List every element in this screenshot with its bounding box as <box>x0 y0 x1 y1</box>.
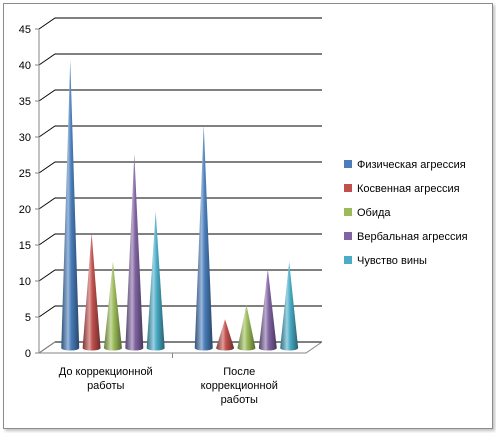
gridline <box>38 89 322 102</box>
y-tick-label: 30 <box>19 132 31 144</box>
cone-body <box>216 319 235 351</box>
gridline <box>38 341 322 354</box>
cone-body <box>125 153 144 351</box>
legend-swatch <box>344 232 352 240</box>
legend-label: Физическая агрессия <box>357 159 466 171</box>
gridline <box>38 197 322 210</box>
legend-swatch <box>344 256 352 264</box>
legend-label: Чувство вины <box>357 255 427 267</box>
cone <box>82 232 101 351</box>
cone <box>258 268 277 351</box>
cone-body <box>146 211 165 351</box>
chart-svg: 0 5 10 15 20 25 30 35 40 45 До коррекционной работ… <box>19 17 468 406</box>
cone <box>103 261 122 351</box>
y-tick-label: 0 <box>25 348 31 360</box>
y-tick-label: 20 <box>19 204 31 216</box>
cone <box>61 60 80 351</box>
gridline <box>38 17 322 30</box>
y-tick-label: 40 <box>19 60 31 72</box>
legend-label: Обида <box>357 207 391 219</box>
y-tick-label: 45 <box>19 24 31 36</box>
x-axis <box>39 341 323 354</box>
cone <box>146 211 165 351</box>
cone-body <box>258 268 277 351</box>
gridline <box>38 125 322 138</box>
legend-label: Косвенная агрессия <box>357 183 460 195</box>
cone <box>216 319 235 351</box>
cone <box>280 261 299 351</box>
cone-body <box>61 60 80 351</box>
chart-frame: 0 5 10 15 20 25 30 35 40 45 До коррекционной работ… <box>3 3 493 429</box>
y-tick-label: 25 <box>19 168 31 180</box>
axes <box>35 28 323 358</box>
gridline <box>38 233 322 246</box>
legend: Физическая агрессия Косвенная агрессия Оби… <box>344 159 468 267</box>
chart-walls <box>39 18 55 353</box>
cone <box>194 124 213 351</box>
y-tick-label: 35 <box>19 96 31 108</box>
cone-body <box>82 232 101 351</box>
y-tick-label: 15 <box>19 240 31 252</box>
gridline <box>38 161 322 174</box>
y-tick-label: 5 <box>25 312 31 324</box>
cone-body <box>103 261 122 351</box>
floor-edge <box>38 341 56 354</box>
side-wall <box>39 18 55 353</box>
legend-item: Вербальная агрессия <box>344 231 468 243</box>
cone <box>237 304 256 351</box>
cone-body <box>194 124 213 351</box>
y-tick-labels: 0 5 10 15 20 25 30 35 40 45 <box>19 24 31 360</box>
legend-item: Чувство вины <box>344 255 427 267</box>
y-tick-label: 10 <box>19 276 31 288</box>
gridline <box>38 269 322 282</box>
legend-swatch <box>344 208 352 216</box>
gridlines <box>38 17 322 354</box>
cone <box>125 153 144 351</box>
legend-swatch <box>344 160 352 168</box>
cones <box>61 60 299 351</box>
gridline <box>38 305 322 318</box>
legend-swatch <box>344 184 352 192</box>
legend-label: Вербальная агрессия <box>357 231 468 243</box>
x-category-label: После коррекционной работы <box>201 366 278 406</box>
legend-item: Физическая агрессия <box>344 159 466 171</box>
cone-body <box>237 304 256 351</box>
x-category-labels: До коррекционной работы После коррекционной… <box>59 366 278 406</box>
x-category-label: До коррекционной работы <box>59 366 153 392</box>
cone-body <box>280 261 299 351</box>
legend-item: Косвенная агрессия <box>344 183 460 195</box>
legend-item: Обида <box>344 207 391 219</box>
gridline <box>38 53 322 66</box>
